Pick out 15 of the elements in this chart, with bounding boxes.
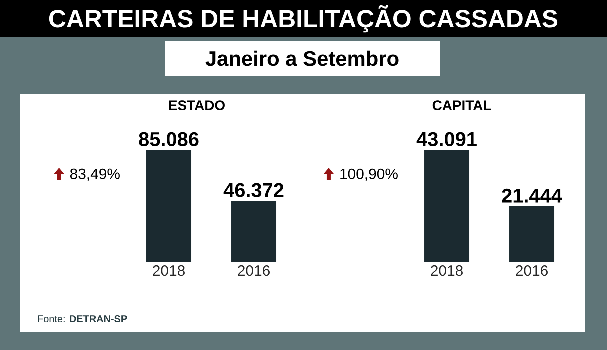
x-tick-label: 2016 [238,266,270,276]
text: CARTEIRAS DE HABILITAÇÃO CASSADAS [49,5,558,33]
data-label: 85.086 [139,132,199,146]
data-label: 46.372 [224,183,284,198]
text: 100,90% [340,168,398,182]
chart-title: CAPITAL [432,100,492,110]
x-tick-label: 2016 [516,266,548,276]
data-label: 43.091 [416,132,477,146]
data-label: 21.444 [502,188,562,203]
x-tick-label: 2018 [153,266,185,276]
text: 83,49% [70,168,120,182]
text: Janeiro a Setembro [206,50,399,66]
chart-title: ESTADO [169,100,225,111]
source-note: Fonte: DETRAN-SP [38,315,128,323]
x-tick-label: 2018 [431,266,463,276]
